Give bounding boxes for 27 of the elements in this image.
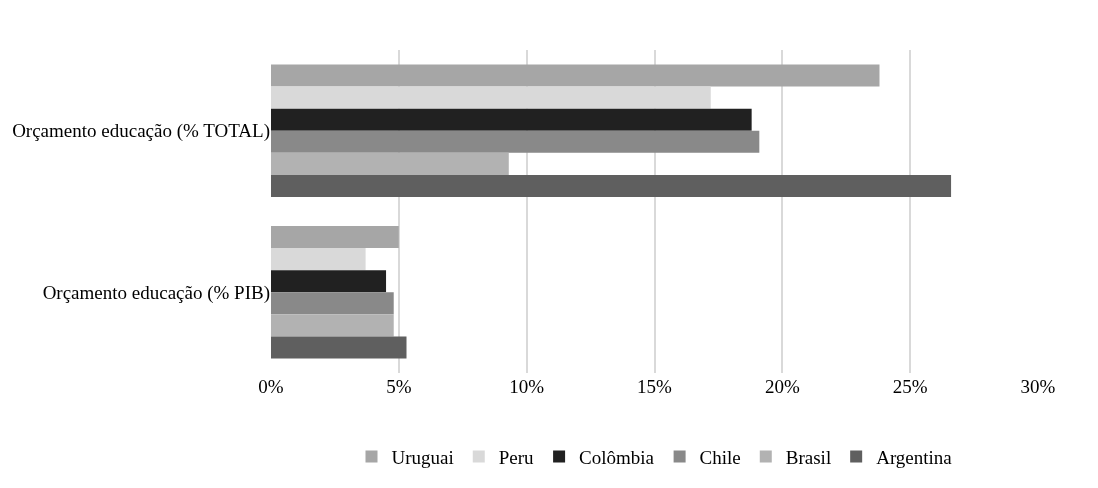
bar xyxy=(271,292,394,315)
legend-label: Colômbia xyxy=(579,446,655,468)
bar xyxy=(271,130,760,153)
bar xyxy=(271,86,711,109)
x-tick-label: 30% xyxy=(1020,376,1056,397)
legend-label: Uruguai xyxy=(391,446,454,468)
x-tick-label: 0% xyxy=(258,376,284,397)
legend-label: Argentina xyxy=(876,446,953,468)
bar xyxy=(271,108,752,131)
bar xyxy=(271,226,399,249)
y-tick-label: Orçamento educação (% TOTAL) xyxy=(12,120,270,143)
bar xyxy=(271,248,366,271)
bar xyxy=(271,314,394,337)
bar xyxy=(271,152,509,175)
bar xyxy=(271,64,880,87)
x-tick-label: 5% xyxy=(386,376,412,397)
x-tick-label: 10% xyxy=(509,376,545,397)
legend-label: Brasil xyxy=(785,446,832,468)
x-tick-label: 25% xyxy=(892,376,928,397)
x-tick-label: 15% xyxy=(637,376,673,397)
bar xyxy=(271,336,407,359)
legend-label: Chile xyxy=(699,446,741,468)
x-tick-label: 20% xyxy=(764,376,800,397)
bar xyxy=(271,174,952,197)
y-tick-label: Orçamento educação (% PIB) xyxy=(42,281,270,304)
legend-label: Peru xyxy=(498,446,535,468)
bar xyxy=(271,270,387,293)
